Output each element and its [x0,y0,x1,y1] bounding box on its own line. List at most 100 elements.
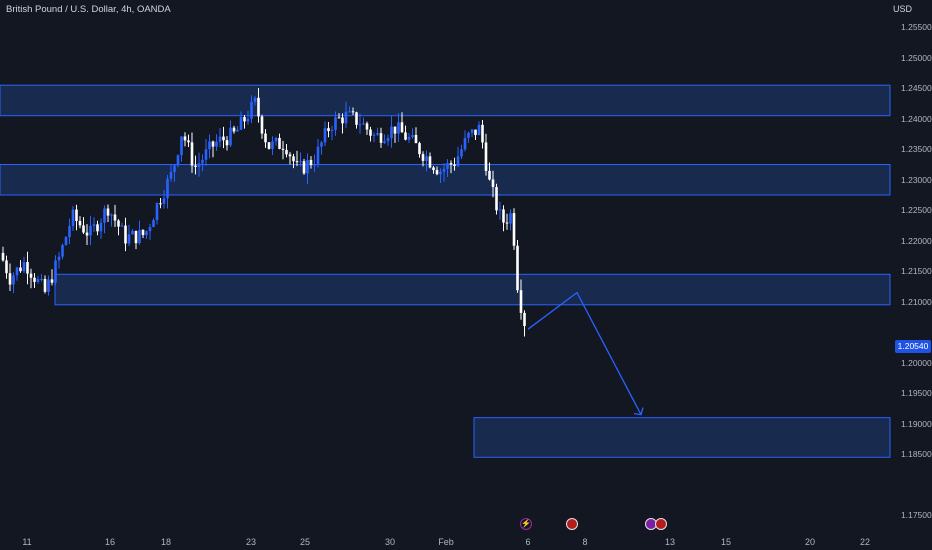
candle-body [278,137,281,149]
price-tick-label: 1.20000 [901,357,932,368]
us-flag-icon[interactable] [566,518,578,530]
candle-body [470,129,474,133]
projection-path[interactable] [527,291,642,415]
time-tick-label: 20 [804,537,816,547]
price-tick-label: 1.21500 [901,266,932,277]
candle-body [54,260,57,283]
candle-body [498,209,502,211]
time-tick-label: 25 [299,537,311,547]
candle-body [127,234,131,244]
candle-body [159,203,162,205]
arrow-head-icon [633,407,644,416]
candle-body [306,159,309,174]
candle-body [474,129,477,136]
candle-body [365,123,369,130]
zone-rectangle[interactable] [54,273,891,306]
candle-body [138,229,141,244]
candle-body [400,122,404,133]
lightning-icon[interactable]: ⚡ [520,518,532,530]
candle-body [29,273,33,278]
candle-body [267,142,271,149]
candle-body [523,312,526,327]
candle-body [117,220,120,227]
price-tick-label: 1.22500 [901,205,932,216]
candle-body [421,154,425,161]
candle-body [309,159,313,166]
candle-body [460,149,463,157]
price-tick-label: 1.25500 [901,22,932,33]
candle-body [302,161,306,174]
candle-body [432,167,435,171]
candle-body [519,290,523,313]
candle-body [390,126,393,139]
zone-rectangle[interactable] [473,417,891,458]
candle-body [337,117,341,119]
candle-body [355,112,358,125]
candle-body [190,142,194,166]
candle-body [85,232,89,236]
price-tick-label: 1.22000 [901,235,932,246]
candle-body [243,117,246,122]
candle-body [327,128,330,132]
zone-rectangle[interactable] [0,84,891,117]
candle-body [57,256,61,261]
time-tick-label: 16 [104,537,116,547]
candle-body [82,225,85,233]
candle-body [1,252,5,261]
candle-body [435,170,439,175]
price-tick-label: 1.24500 [901,83,932,94]
candle-body [453,164,456,166]
candle-body [404,132,407,140]
price-tick-label: 1.18500 [901,449,932,460]
candle-body [456,156,460,166]
candle-body [505,222,509,224]
candle-body [376,133,379,135]
time-tick-label: 15 [720,537,732,547]
symbol-title[interactable]: British Pound / U.S. Dollar, 4h, OANDA [6,4,171,15]
candle-body [407,137,411,140]
candle-body [341,117,344,124]
candle-body [260,116,264,134]
price-tick-label: 1.17500 [901,510,932,521]
last-price-label: 1.20540 [895,340,931,353]
candle-body [8,273,12,285]
candle-body [208,141,211,150]
time-tick-label: Feb [438,537,454,547]
candle-body [316,146,320,165]
candle-body [330,130,334,132]
us-flag-icon[interactable] [655,518,667,530]
candle-body [78,220,82,226]
candle-body [313,164,316,166]
candle-body [411,134,414,138]
candle-body [271,141,274,149]
price-tick-label: 1.23000 [901,174,932,185]
candle-body [169,171,173,179]
candle-body [239,117,243,130]
candle-body [218,136,222,142]
candle-body [446,163,449,169]
candle-body [292,156,295,162]
time-tick-label: 6 [525,537,531,547]
candle-body [344,111,348,124]
candle-body [383,141,386,143]
candle-body [103,208,106,223]
candle-body [36,278,40,282]
candle-body [288,154,292,157]
candle-body [386,138,390,142]
candle-body [204,149,208,160]
candle-body [197,163,201,167]
candle-body [211,141,215,147]
candle-body [131,230,134,235]
candle-body [64,237,68,246]
currency-label[interactable]: USD [892,4,912,14]
price-tick-label: 1.21000 [901,296,932,307]
candle-body [225,140,229,146]
candle-body [26,262,29,274]
time-tick-label: 11 [22,537,32,547]
candle-body [481,124,484,143]
price-tick-label: 1.25000 [901,52,932,63]
candle-body [12,275,15,285]
candle-body [96,224,99,232]
candle-body [229,127,232,146]
